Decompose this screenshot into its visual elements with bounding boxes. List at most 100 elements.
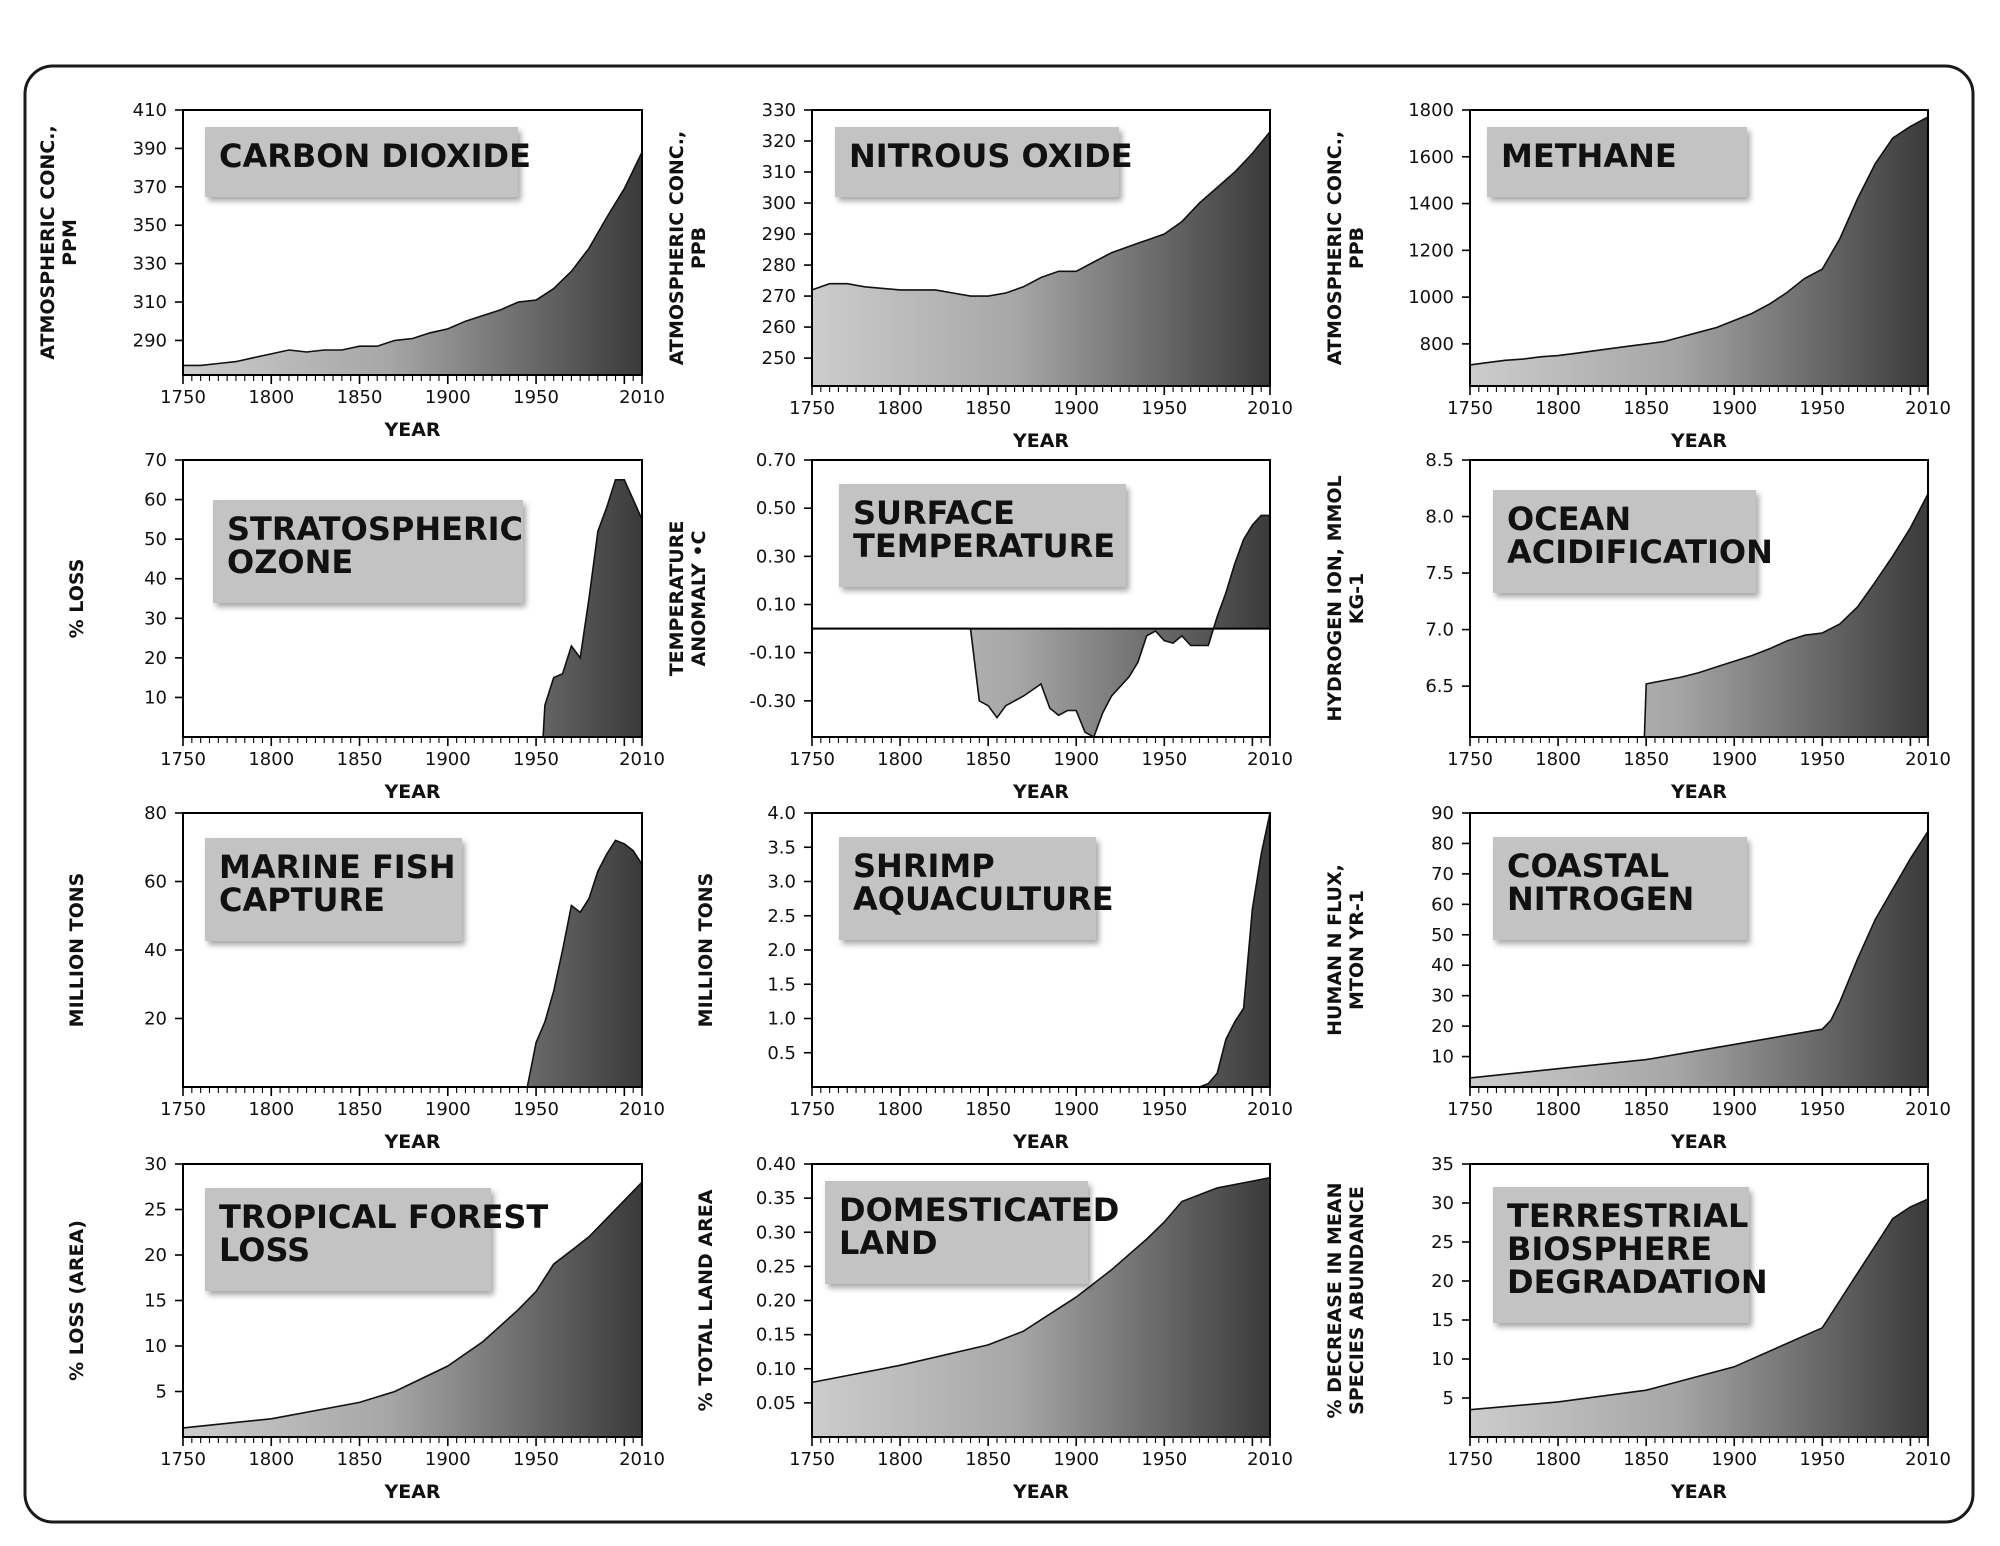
y-tick-label: 310 xyxy=(762,162,796,183)
chart-title: STRATOSPHERIC OZONE xyxy=(227,510,523,581)
y-tick-label: 330 xyxy=(762,100,796,121)
chart-title: OCEAN ACIDIFICATION xyxy=(1507,500,1773,571)
x-tick-label: 1900 xyxy=(1053,1099,1099,1120)
y-tick-label: 20 xyxy=(144,1009,167,1030)
y-tick-label: 1000 xyxy=(1408,287,1454,308)
x-tick-label: 2010 xyxy=(619,387,665,408)
x-tick-label: 1850 xyxy=(965,398,1011,419)
x-tick-label: 1950 xyxy=(1141,398,1187,419)
x-axis-label: YEAR xyxy=(1670,781,1727,803)
x-tick-label: 1900 xyxy=(1711,398,1757,419)
y-tick-label: 20 xyxy=(144,1245,167,1266)
y-tick-label: 35 xyxy=(1431,1154,1454,1175)
series-line xyxy=(812,514,1270,739)
chart-panel: 1750 1800 1850 1900 1950 2010 YEAR 0.05 0.10 0.15… xyxy=(695,1154,1293,1503)
y-tick-label: 8.0 xyxy=(1425,507,1454,528)
y-tick-label: -0.10 xyxy=(749,643,796,664)
series-area xyxy=(1470,1199,1928,1437)
chart-title: SHRIMP AQUACULTURE xyxy=(853,847,1114,918)
y-tick-label: 15 xyxy=(1431,1310,1454,1331)
chart-title-box xyxy=(1493,1187,1749,1323)
x-tick-label: 1800 xyxy=(248,1449,294,1470)
x-tick-label: 1950 xyxy=(513,1099,559,1120)
x-axis-label: YEAR xyxy=(1670,430,1727,452)
y-tick-label: 1.5 xyxy=(767,974,796,995)
x-tick-label: 1800 xyxy=(248,387,294,408)
x-tick-label: 2010 xyxy=(1905,1449,1951,1470)
x-tick-label: 2010 xyxy=(1905,398,1951,419)
y-tick-label: 6.5 xyxy=(1425,676,1454,697)
x-tick-label: 1850 xyxy=(1623,1449,1669,1470)
chart-panel: 1750 1800 1850 1900 1950 2010 YEAR -0.30 -0.10 0.… xyxy=(666,450,1293,803)
x-tick-label: 1900 xyxy=(1053,1449,1099,1470)
y-tick-label: 0.30 xyxy=(756,1222,796,1243)
y-tick-label: 800 xyxy=(1420,334,1454,355)
y-axis-label: % DECREASE IN MEANSPECIES ABUNDANCE xyxy=(1324,1182,1368,1418)
x-axis-label: YEAR xyxy=(383,1131,440,1153)
x-tick-label: 1950 xyxy=(1141,749,1187,770)
y-tick-label: 1800 xyxy=(1408,100,1454,121)
y-tick-label: 10 xyxy=(144,687,167,708)
x-tick-label: 1900 xyxy=(425,1099,471,1120)
series-area xyxy=(183,840,642,1087)
x-tick-label: 1900 xyxy=(1053,749,1099,770)
x-tick-label: 1800 xyxy=(877,398,923,419)
x-tick-label: 1850 xyxy=(965,1099,1011,1120)
y-tick-label: 290 xyxy=(133,330,167,351)
x-tick-label: 1950 xyxy=(1799,749,1845,770)
x-tick-label: 1850 xyxy=(965,1449,1011,1470)
chart-panel: 1750 1800 1850 1900 1950 2010 YEAR 0.5 1.0 1.5 2.0… xyxy=(695,803,1293,1153)
y-tick-label: 0.70 xyxy=(756,450,796,471)
y-tick-label: 10 xyxy=(1431,1047,1454,1068)
x-tick-label: 2010 xyxy=(1905,1099,1951,1120)
x-tick-label: 1800 xyxy=(877,1099,923,1120)
y-tick-label: 50 xyxy=(144,529,167,550)
y-tick-label: 3.5 xyxy=(767,837,796,858)
y-tick-label: 60 xyxy=(1431,894,1454,915)
y-tick-label: 80 xyxy=(144,803,167,824)
chart-title-box xyxy=(839,484,1126,587)
y-tick-label: 390 xyxy=(133,138,167,159)
chart-title-box xyxy=(839,837,1096,940)
x-axis-label: YEAR xyxy=(383,419,440,441)
y-tick-label: 70 xyxy=(1431,864,1454,885)
y-tick-label: 0.30 xyxy=(756,546,796,567)
x-axis-label: YEAR xyxy=(1670,1131,1727,1153)
x-tick-label: 1850 xyxy=(1623,1099,1669,1120)
x-tick-label: 2010 xyxy=(1247,1449,1293,1470)
x-tick-label: 1800 xyxy=(248,1099,294,1120)
y-tick-label: 1600 xyxy=(1408,147,1454,168)
outer-frame xyxy=(23,64,1975,1524)
y-tick-label: 300 xyxy=(762,193,796,214)
y-tick-label: 1.0 xyxy=(767,1009,796,1030)
x-tick-label: 1800 xyxy=(1535,398,1581,419)
y-tick-label: 0.25 xyxy=(756,1256,796,1277)
x-tick-label: 1850 xyxy=(337,387,383,408)
chart-title-box xyxy=(205,1188,491,1291)
x-tick-label: 1950 xyxy=(1799,398,1845,419)
y-tick-label: 50 xyxy=(1431,925,1454,946)
x-axis-label: YEAR xyxy=(383,781,440,803)
x-tick-label: 1750 xyxy=(160,1099,206,1120)
x-tick-label: 1750 xyxy=(789,749,835,770)
y-tick-label: 80 xyxy=(1431,833,1454,854)
chart-title-box xyxy=(835,127,1119,197)
chart-panel: 1750 1800 1850 1900 1950 2010 YEAR 250 260 270 280… xyxy=(666,100,1293,452)
chart-title-box xyxy=(205,838,462,941)
y-tick-label: 1400 xyxy=(1408,194,1454,215)
series-area xyxy=(183,479,642,737)
y-tick-label: 8.5 xyxy=(1425,450,1454,471)
y-tick-label: 25 xyxy=(144,1200,167,1221)
series-area xyxy=(183,1182,642,1437)
x-tick-label: 1900 xyxy=(425,387,471,408)
y-tick-label: 10 xyxy=(1431,1349,1454,1370)
x-tick-label: 1900 xyxy=(425,1449,471,1470)
y-tick-label: 30 xyxy=(1431,1193,1454,1214)
series-area xyxy=(1470,493,1928,737)
y-tick-label: 0.05 xyxy=(756,1393,796,1414)
y-tick-label: 40 xyxy=(144,940,167,961)
series-area xyxy=(183,152,642,375)
chart-title-box xyxy=(213,500,523,603)
y-tick-label: 4.0 xyxy=(767,803,796,824)
